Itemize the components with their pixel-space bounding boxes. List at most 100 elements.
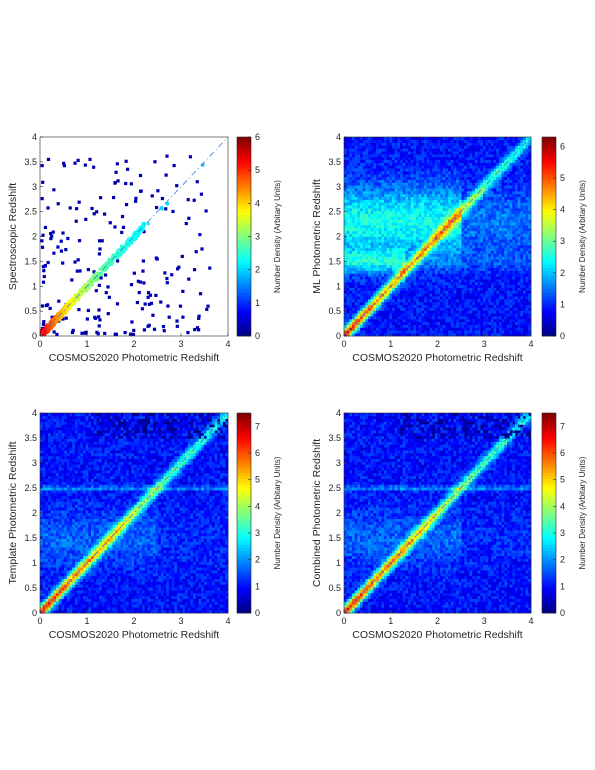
density-cell xyxy=(360,188,363,192)
density-cell xyxy=(410,250,414,254)
density-cell xyxy=(501,242,505,246)
density-cell xyxy=(42,269,46,273)
density-cell xyxy=(389,148,393,152)
density-cell xyxy=(445,154,449,158)
density-cell xyxy=(490,173,494,178)
density-cell xyxy=(360,182,363,186)
density-cell xyxy=(392,156,396,161)
density-cell xyxy=(77,200,81,204)
density-cell xyxy=(394,208,398,212)
density-cell xyxy=(402,159,406,163)
density-cell xyxy=(389,219,393,223)
density-cell xyxy=(498,171,502,175)
density-cell xyxy=(498,301,502,306)
density-cell xyxy=(442,318,446,323)
density-cell xyxy=(426,264,430,269)
density-cell xyxy=(445,196,449,200)
density-cell xyxy=(352,188,355,192)
density-cell xyxy=(448,293,452,297)
density-cell xyxy=(496,208,500,212)
density-cell xyxy=(410,216,414,220)
density-cell xyxy=(362,333,366,337)
density-cell xyxy=(448,137,452,141)
density-cell xyxy=(466,202,470,206)
density-cell xyxy=(376,324,380,328)
density-cell xyxy=(346,250,350,254)
density-cell xyxy=(440,250,444,254)
density-cell xyxy=(124,247,128,251)
density-cell xyxy=(386,199,390,203)
density-cell xyxy=(493,213,497,217)
density-cell xyxy=(349,330,353,334)
density-cell xyxy=(416,139,420,143)
density-cell xyxy=(352,159,355,163)
density-cell xyxy=(346,196,350,200)
density-cell xyxy=(368,208,372,212)
density-cell xyxy=(370,247,374,252)
density-cell xyxy=(352,230,355,234)
density-cell xyxy=(389,222,393,226)
density-cell xyxy=(434,216,438,220)
density-cell xyxy=(370,199,374,203)
density-cell xyxy=(346,185,350,189)
density-cell xyxy=(119,244,124,248)
density-cell xyxy=(477,182,481,186)
density-cell xyxy=(480,245,484,249)
density-cell xyxy=(405,330,409,334)
density-cell xyxy=(133,230,137,235)
density-cell xyxy=(421,171,425,175)
density-cell xyxy=(392,165,396,169)
density-cell xyxy=(496,259,500,263)
density-cell xyxy=(376,239,380,243)
density-cell xyxy=(464,225,468,229)
density-cell xyxy=(397,267,401,271)
density-cell xyxy=(381,193,385,197)
density-cell xyxy=(490,188,494,192)
colorbar-tick-label: 4 xyxy=(255,198,260,208)
density-cell xyxy=(365,253,369,257)
density-cell xyxy=(400,210,404,215)
density-cell xyxy=(368,219,372,223)
colorbar-segment xyxy=(237,158,251,163)
density-cell xyxy=(344,154,347,158)
density-cell xyxy=(354,236,358,240)
density-cell xyxy=(368,233,372,237)
density-cell xyxy=(410,191,414,195)
density-cell xyxy=(437,159,441,163)
density-cell xyxy=(373,264,377,269)
density-cell xyxy=(429,262,433,266)
density-cell xyxy=(357,316,361,320)
density-cell xyxy=(493,168,497,172)
density-cell xyxy=(448,196,452,200)
density-cell xyxy=(40,163,44,168)
density-cell xyxy=(405,304,409,308)
density-cell xyxy=(472,239,476,243)
density-cell xyxy=(429,281,433,286)
density-cell xyxy=(346,156,350,161)
density-cell xyxy=(418,242,422,246)
density-cell xyxy=(442,333,446,337)
density-cell xyxy=(392,281,396,286)
density-cell xyxy=(498,236,502,240)
density-cell xyxy=(413,148,417,152)
density-cell xyxy=(464,191,468,195)
density-cell xyxy=(482,245,486,249)
density-cell xyxy=(384,259,388,263)
density-cell xyxy=(482,222,486,226)
density-cell xyxy=(445,227,449,232)
density-cell xyxy=(461,245,465,249)
density-cell xyxy=(482,165,486,169)
density-cell xyxy=(472,213,476,217)
density-cell xyxy=(498,210,502,215)
density-cell xyxy=(365,239,369,243)
density-cell xyxy=(410,165,414,169)
density-cell xyxy=(344,213,347,217)
density-cell xyxy=(365,230,369,234)
density-cell xyxy=(466,216,470,220)
density-cell xyxy=(434,182,438,186)
density-cell xyxy=(485,165,489,169)
density-cell xyxy=(469,281,473,286)
density-cell xyxy=(357,270,361,274)
density-cell xyxy=(384,233,388,237)
density-cell xyxy=(405,264,409,269)
